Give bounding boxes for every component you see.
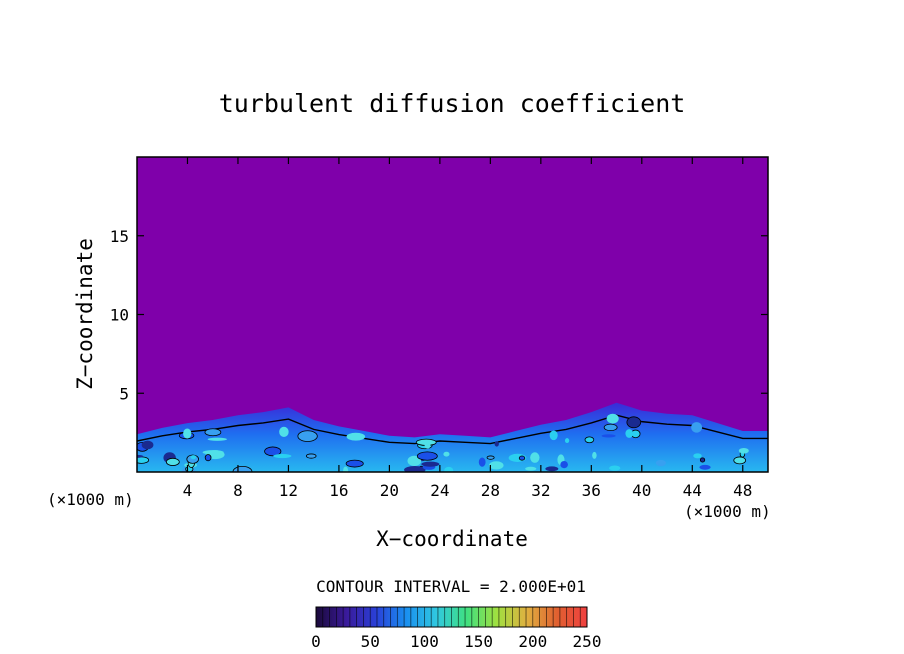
x-tick-label: 12: [279, 481, 298, 500]
boundary-layer-patch: [346, 432, 366, 441]
boundary-layer-patch: [279, 426, 289, 438]
x-tick-label: 48: [733, 481, 752, 500]
boundary-layer-patch: [478, 457, 486, 467]
boundary-layer-patch: [273, 453, 292, 459]
x-tick-label: 20: [380, 481, 399, 500]
boundary-layer-patches: [137, 413, 749, 472]
boundary-layer-patch: [560, 460, 568, 469]
boundary-layer-patch: [655, 459, 666, 467]
y-tick-label: 10: [110, 306, 129, 325]
boundary-layer-patch: [601, 434, 616, 438]
boundary-layer-patch: [407, 455, 422, 467]
boundary-layer-patch: [264, 446, 282, 457]
boundary-layer-patch: [165, 457, 180, 466]
boundary-layer-patch: [564, 438, 570, 444]
boundary-layer-contour: [137, 414, 768, 445]
boundary-layer-patch: [606, 413, 619, 424]
y-tick-label: 15: [110, 227, 129, 246]
boundary-layer-patch: [204, 428, 222, 437]
boundary-layer-patch: [518, 455, 526, 461]
chart-title: turbulent diffusion coefficient: [219, 89, 686, 118]
x-axis-ticks: 4 8 12 16 20 24 28 32 36 40 44 48: [183, 157, 752, 500]
x-tick-label: 44: [683, 481, 702, 500]
colorbar-tick-label: 200: [518, 632, 547, 651]
boundary-layer-patch: [494, 441, 499, 447]
boundary-layer-patch: [141, 440, 154, 450]
y-axis-ticks: 5 10 15: [110, 227, 768, 403]
boundary-layer-patch: [525, 466, 537, 471]
boundary-layer-patch: [733, 456, 747, 465]
x-tick-label: 16: [329, 481, 348, 500]
y-tick-label: 5: [119, 384, 129, 403]
boundary-layer-patch: [625, 429, 634, 438]
boundary-layer-patch: [444, 466, 454, 472]
colorbar: 0 50 100 150 200 250: [311, 606, 601, 651]
colorbar-tick-label: 50: [361, 632, 380, 651]
boundary-layer-patch: [603, 423, 618, 432]
colorbar-frame: [315, 606, 588, 628]
x-unit-left: (×1000 m): [47, 490, 134, 509]
boundary-layer-patch: [343, 466, 349, 472]
boundary-layer-patch: [207, 437, 227, 441]
colorbar-ticks: 0 50 100 150 200 250: [311, 632, 601, 651]
boundary-layer-patch: [530, 452, 540, 463]
boundary-layer-patch: [584, 436, 595, 444]
boundary-layer-patch: [421, 461, 440, 467]
boundary-layer-patch: [416, 451, 438, 461]
colorbar-stripes: [322, 607, 581, 627]
plot-area: [136, 156, 769, 473]
boundary-layer-patch: [592, 451, 597, 459]
boundary-layer-patch: [183, 428, 192, 439]
colorbar-tick-label: 250: [573, 632, 602, 651]
boundary-layer-patch: [486, 455, 495, 460]
x-tick-label: 4: [183, 481, 193, 500]
boundary-layer-patch: [404, 466, 426, 472]
boundary-layer-patch: [691, 422, 703, 433]
x-tick-label: 28: [481, 481, 500, 500]
boundary-layer-patch: [305, 453, 317, 459]
colorbar-tick-label: 0: [311, 632, 321, 651]
boundary-layer-patch: [297, 430, 318, 442]
contour-interval-label: CONTOUR INTERVAL = 2.000E+01: [316, 577, 586, 596]
boundary-layer-patch: [204, 454, 212, 462]
colorbar-tick-label: 100: [410, 632, 439, 651]
boundary-layer-patch: [443, 451, 450, 457]
x-tick-label: 32: [531, 481, 550, 500]
x-unit-right: (×1000 m): [684, 502, 771, 521]
boundary-layer-patch: [609, 465, 621, 471]
boundary-layer-patch: [345, 459, 364, 468]
colorbar-tick-label: 150: [464, 632, 493, 651]
boundary-layer-patch: [489, 461, 504, 470]
boundary-layer-patch: [626, 416, 642, 429]
boundary-layer-patch: [137, 454, 144, 458]
boundary-layer-patch: [699, 464, 711, 470]
boundary-layer-patch: [545, 466, 559, 472]
x-axis-label: X−coordinate: [376, 527, 528, 551]
x-tick-label: 8: [233, 481, 243, 500]
boundary-layer-patch: [190, 455, 197, 460]
x-tick-label: 40: [632, 481, 651, 500]
boundary-layer-patch: [693, 453, 702, 459]
y-axis-label: Z−coordinate: [73, 238, 97, 390]
boundary-layer-patch: [699, 457, 706, 463]
boundary-layer-patch: [738, 447, 749, 454]
boundary-layer-patch: [549, 430, 558, 441]
boundary-layer-patch: [424, 441, 431, 449]
x-tick-label: 36: [582, 481, 601, 500]
x-tick-label: 24: [430, 481, 449, 500]
